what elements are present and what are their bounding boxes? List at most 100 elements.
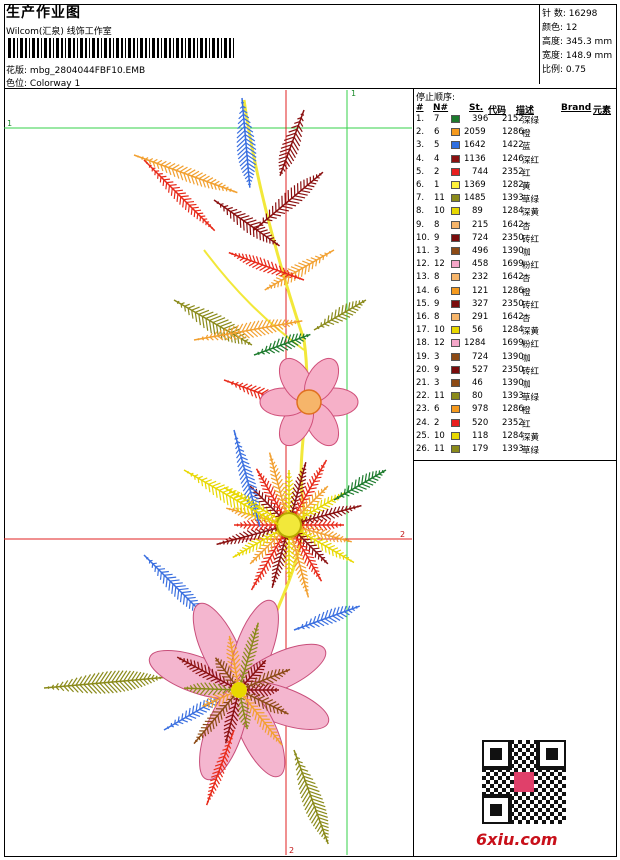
file-name: mbg_2804044FBF10.EMB	[29, 66, 146, 76]
stat-height: 高度: 345.3 mm	[542, 37, 613, 47]
row-code: 1642	[502, 312, 524, 322]
color-swatch	[451, 431, 460, 440]
row-needle: 1	[434, 180, 440, 190]
row-needle: 9	[434, 298, 440, 309]
row-stitches: 978	[472, 404, 489, 415]
table-row: 16. 8 291 1642 杏	[416, 312, 616, 324]
row-stitches: 2059	[464, 127, 486, 138]
row-needle: 9	[434, 364, 440, 375]
frame-divider	[413, 88, 414, 857]
embroidery-design: 1 1 2 2	[4, 90, 412, 855]
col-code: 代码	[488, 106, 507, 116]
row-stitches: 744	[472, 166, 489, 177]
barcode	[8, 38, 234, 58]
row-stitches: 56	[472, 325, 483, 336]
row-needle: 2	[434, 417, 440, 428]
row-needle: 6	[434, 285, 440, 296]
row-num: 5.	[416, 166, 425, 177]
row-code: 2352	[502, 166, 524, 177]
row-code: 2352	[502, 417, 524, 428]
row-code: 1642	[502, 219, 524, 230]
row-num: 26.	[416, 444, 430, 454]
table-bottom	[413, 460, 616, 461]
color-swatch	[451, 233, 460, 242]
frame-header-bottom	[4, 88, 616, 89]
stop-sequence-title: 停止顺序:	[416, 93, 456, 103]
table-row: 24. 2 520 2352 红	[416, 417, 616, 430]
color-swatch	[451, 299, 460, 308]
table-row: 1. 7 396 2152 深绿	[416, 114, 616, 126]
row-desc: 蓝	[522, 142, 531, 153]
frame-top	[4, 4, 616, 5]
row-num: 13.	[416, 272, 430, 283]
row-stitches: 215	[472, 219, 489, 230]
row-needle: 10	[434, 430, 445, 441]
color-swatch	[451, 115, 460, 123]
color-swatch	[451, 220, 460, 229]
row-num: 21.	[416, 378, 430, 388]
row-num: 15.	[416, 298, 430, 309]
color-swatch	[451, 326, 460, 335]
row-desc: 砖红	[522, 234, 540, 245]
row-num: 6.	[416, 180, 425, 190]
frame-left	[4, 4, 5, 857]
row-stitches: 520	[472, 417, 489, 428]
row-code: 1284	[502, 430, 524, 441]
row-needle: 5	[434, 140, 440, 151]
row-num: 25.	[416, 430, 430, 441]
row-num: 3.	[416, 140, 425, 151]
colorway-value: Colorway 1	[29, 79, 81, 89]
table-row: 11. 3 496 1390 咖	[416, 246, 616, 258]
row-desc: 砖红	[522, 366, 540, 377]
table-row: 21. 3 46 1390 咖	[416, 378, 616, 390]
row-num: 20.	[416, 364, 430, 375]
row-needle: 6	[434, 404, 440, 415]
guide-green-label-left: 1	[7, 119, 12, 128]
row-code: 1699	[502, 259, 524, 270]
frame-bottom	[4, 856, 616, 857]
color-swatch	[451, 339, 460, 348]
row-num: 11.	[416, 246, 430, 256]
row-desc: 杏	[522, 314, 531, 324]
row-stitches: 1369	[464, 180, 486, 190]
row-stitches: 46	[472, 378, 483, 388]
table-row: 14. 6 121 1286 橙	[416, 285, 616, 298]
table-row: 9. 8 215 1642 杏	[416, 219, 616, 232]
table-row: 18. 12 1284 1699 粉红	[416, 338, 616, 350]
table-row: 25. 10 118 1284 深黄	[416, 430, 616, 443]
row-needle: 8	[434, 219, 440, 230]
row-num: 10.	[416, 232, 430, 243]
table-row: 15. 9 327 2350 砖红	[416, 298, 616, 311]
row-stitches: 1284	[464, 338, 486, 349]
row-desc: 草绿	[522, 446, 540, 456]
row-num: 1.	[416, 114, 425, 124]
table-row: 2. 6 2059 1286 橙	[416, 127, 616, 139]
row-desc: 深黄	[522, 432, 540, 443]
table-row: 10. 9 724 2350 砖红	[416, 232, 616, 245]
row-code: 1393	[502, 444, 524, 454]
row-num: 7.	[416, 193, 425, 204]
row-stitches: 1485	[464, 193, 486, 204]
row-code: 1422	[502, 140, 524, 151]
row-num: 9.	[416, 219, 425, 230]
color-swatch	[451, 128, 460, 137]
color-swatch	[451, 352, 460, 361]
row-stitches: 724	[472, 351, 489, 362]
table-row: 13. 8 232 1642 杏	[416, 272, 616, 284]
row-desc: 粉红	[522, 261, 540, 272]
table-row: 4. 4 1136 1246 深红	[416, 154, 616, 166]
row-needle: 12	[434, 259, 445, 270]
studio-subtitle: Wilcom(汇泉) 线饰工作室	[6, 27, 112, 37]
stats-panel: 针 数: 16298 颜色: 12 高度: 345.3 mm 宽度: 148.9…	[539, 4, 616, 84]
colorway-label: 色位:	[6, 79, 28, 89]
row-desc: 深黄	[522, 327, 540, 338]
color-swatch	[451, 445, 460, 453]
row-stitches: 527	[472, 364, 489, 375]
row-stitches: 458	[472, 259, 489, 270]
row-needle: 3	[434, 246, 440, 256]
row-code: 1284	[502, 206, 524, 217]
color-swatch	[451, 405, 460, 414]
row-needle: 3	[434, 378, 440, 388]
table-row: 17. 10 56 1284 深黄	[416, 325, 616, 338]
guide-red-label-bottom: 2	[289, 846, 294, 855]
